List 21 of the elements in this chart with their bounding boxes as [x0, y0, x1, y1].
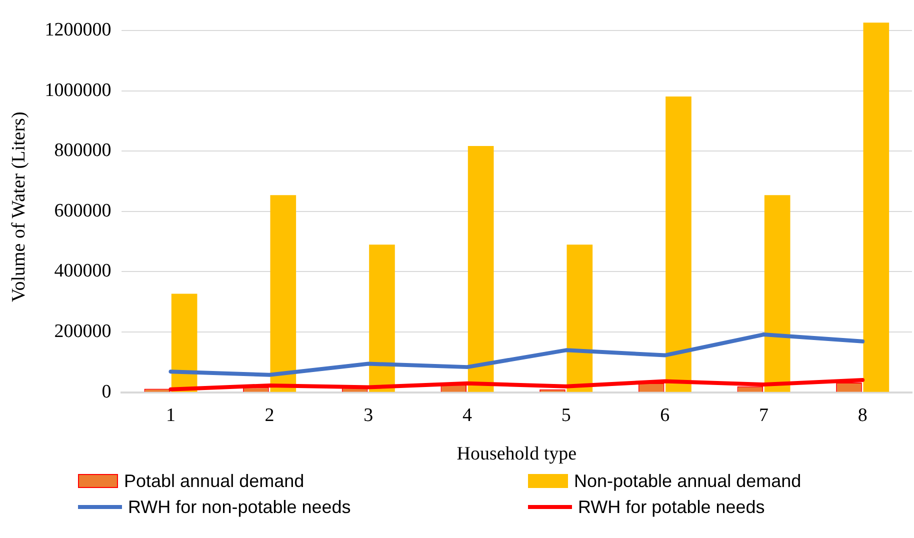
x-tick-label: 5 — [561, 404, 571, 426]
x-tick-label: 8 — [858, 404, 868, 426]
x-tick-label: 3 — [364, 404, 374, 426]
y-tick-label: 0 — [102, 381, 112, 402]
x-tick-label: 4 — [462, 404, 472, 426]
x-tick-label: 2 — [264, 404, 274, 426]
legend-label: Non-potable annual demand — [574, 470, 802, 492]
y-tick-label: 1000000 — [44, 80, 112, 101]
y-tick-label: 200000 — [54, 321, 112, 342]
x-axis-title: Household type — [456, 444, 577, 465]
y-tick-label: 800000 — [54, 140, 112, 162]
y-axis-title: Volume of Water (Liters) — [8, 112, 30, 302]
legend-label: Potabl annual demand — [124, 470, 304, 492]
x-tick-label: 6 — [660, 404, 670, 426]
x-tick-label: 7 — [758, 404, 768, 426]
x-tick-label: 1 — [166, 404, 176, 426]
legend-label: RWH for non-potable needs — [128, 496, 351, 518]
y-tick-label: 400000 — [54, 260, 112, 282]
y-tick-label: 600000 — [54, 200, 112, 222]
legend-label: RWH for potable needs — [578, 496, 765, 518]
y-tick-label: 1200000 — [44, 19, 112, 40]
